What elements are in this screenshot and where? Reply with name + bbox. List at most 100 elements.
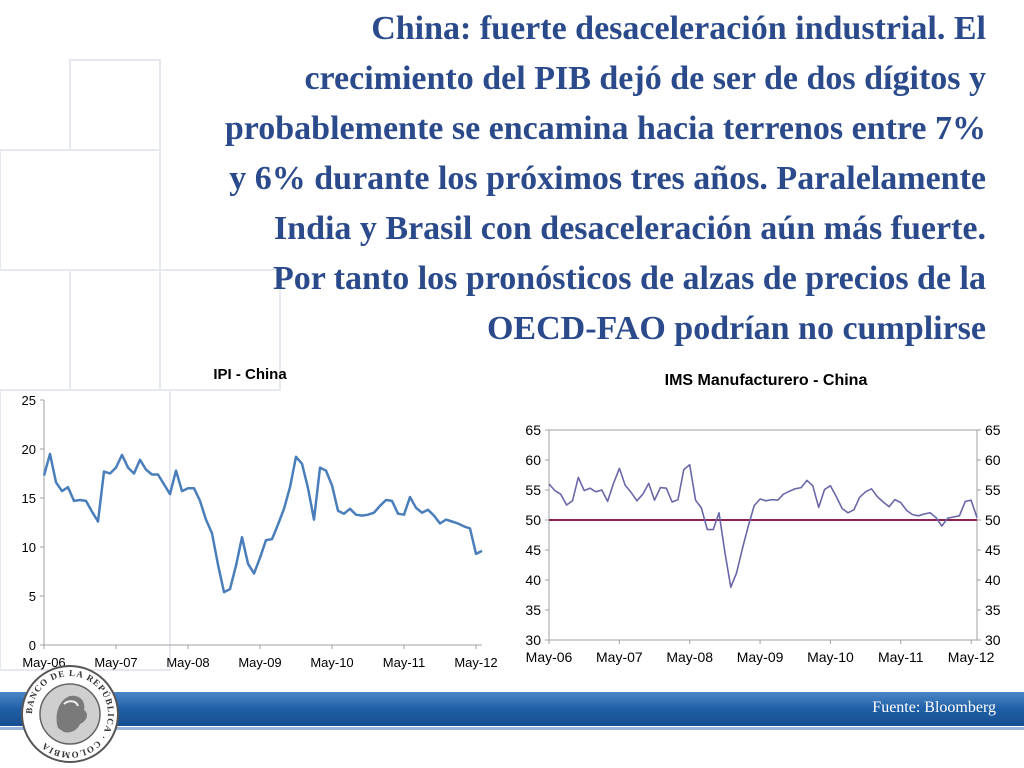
data-point xyxy=(373,512,375,514)
data-point xyxy=(301,463,303,465)
data-point xyxy=(415,507,417,509)
data-point xyxy=(812,485,814,487)
data-point xyxy=(753,505,755,507)
title-line: crecimiento del PIB dejó de ser de dos d… xyxy=(304,60,986,97)
data-point xyxy=(747,525,749,527)
data-point xyxy=(163,483,165,485)
slide-title: China: fuerte desaceleración industrial.… xyxy=(46,4,986,354)
y2-tick-label: 35 xyxy=(985,602,1001,618)
data-point xyxy=(403,514,405,516)
data-point xyxy=(313,519,315,521)
data-point xyxy=(211,532,213,534)
data-point xyxy=(841,508,843,510)
data-point xyxy=(55,481,57,483)
data-point xyxy=(941,525,943,527)
data-point xyxy=(566,504,568,506)
data-point xyxy=(229,588,231,590)
data-point xyxy=(145,469,147,471)
data-point xyxy=(847,512,849,514)
y-tick-label: 5 xyxy=(29,589,36,604)
data-point xyxy=(665,487,667,489)
data-point xyxy=(325,470,327,472)
data-point xyxy=(923,513,925,515)
data-point xyxy=(175,470,177,472)
data-point xyxy=(876,496,878,498)
data-point xyxy=(888,506,890,508)
data-point xyxy=(824,488,826,490)
x-tick-label: May-12 xyxy=(948,649,995,665)
data-point xyxy=(800,487,802,489)
title-line: China: fuerte desaceleración industrial.… xyxy=(371,10,986,47)
data-point xyxy=(139,459,141,461)
x-tick-label: May-08 xyxy=(166,655,209,670)
data-point xyxy=(671,501,673,503)
data-point xyxy=(319,467,321,469)
title-line: y 6% durante los próximos tres años. Par… xyxy=(229,160,986,197)
x-tick-label: May-08 xyxy=(666,649,713,665)
y-tick-label: 15 xyxy=(22,491,36,506)
data-point xyxy=(958,515,960,517)
series-line xyxy=(42,452,483,594)
data-point xyxy=(917,515,919,517)
data-point xyxy=(367,514,369,516)
data-point xyxy=(151,474,153,476)
data-point xyxy=(806,479,808,481)
ims-manufacturing-china-chart: IMS Manufacturero - China 30 30 35 35 40 40 45 4… xyxy=(525,372,1001,665)
title-line: Por tanto los pronósticos de alzas de pr… xyxy=(272,260,986,297)
data-point xyxy=(947,517,949,519)
data-point xyxy=(451,521,453,523)
data-point xyxy=(127,467,129,469)
data-point xyxy=(43,475,45,477)
x-tick-label: May-11 xyxy=(383,655,425,670)
x-tick-label: May-12 xyxy=(454,655,497,670)
x-tick-label: May-11 xyxy=(878,649,924,665)
data-point xyxy=(859,496,861,498)
data-point xyxy=(91,511,93,513)
data-point xyxy=(463,525,465,527)
x-tick-label: May-07 xyxy=(596,649,643,665)
data-point xyxy=(654,499,656,501)
data-point xyxy=(379,505,381,507)
chart-title: IPI - China xyxy=(213,366,287,383)
data-point xyxy=(355,514,357,516)
y2-tick-label: 55 xyxy=(985,482,1001,498)
x-tick-label: May-07 xyxy=(94,655,137,670)
data-point xyxy=(953,516,955,518)
data-point xyxy=(169,493,171,495)
data-point xyxy=(572,500,574,502)
data-point xyxy=(433,515,435,517)
data-point xyxy=(788,490,790,492)
data-point xyxy=(295,456,297,458)
data-point xyxy=(736,572,738,574)
data-point xyxy=(912,514,914,516)
data-point xyxy=(964,500,966,502)
data-point xyxy=(648,482,650,484)
y-tick-label: 60 xyxy=(525,452,541,468)
data-point xyxy=(427,509,429,511)
footer-divider xyxy=(0,727,1024,730)
x-tick-label: May-10 xyxy=(807,649,854,665)
data-point xyxy=(777,499,779,501)
data-point xyxy=(199,500,201,502)
title-line: probablemente se encamina hacia terrenos… xyxy=(224,110,986,147)
data-point xyxy=(361,515,363,517)
y-tick-label: 55 xyxy=(525,482,541,498)
banco-de-la-republica-logo: BANCO DE LA REPÚBLICA · COLOMBIA xyxy=(21,665,119,763)
data-point xyxy=(481,550,483,552)
ipi-china-chart: IPI - China 0 5 10 15 20 25 May-06 May-07 May-08 M… xyxy=(22,366,498,670)
data-point xyxy=(759,498,761,500)
data-point xyxy=(289,486,291,488)
data-point xyxy=(935,517,937,519)
data-point xyxy=(283,508,285,510)
data-point xyxy=(439,523,441,525)
data-point xyxy=(307,487,309,489)
data-point xyxy=(900,502,902,504)
data-point xyxy=(115,467,117,469)
data-point xyxy=(253,573,255,575)
y-tick-label: 10 xyxy=(22,540,36,555)
data-point xyxy=(765,500,767,502)
data-point xyxy=(109,473,111,475)
y-tick-label: 35 xyxy=(525,602,541,618)
data-point xyxy=(818,506,820,508)
data-point xyxy=(595,491,597,493)
